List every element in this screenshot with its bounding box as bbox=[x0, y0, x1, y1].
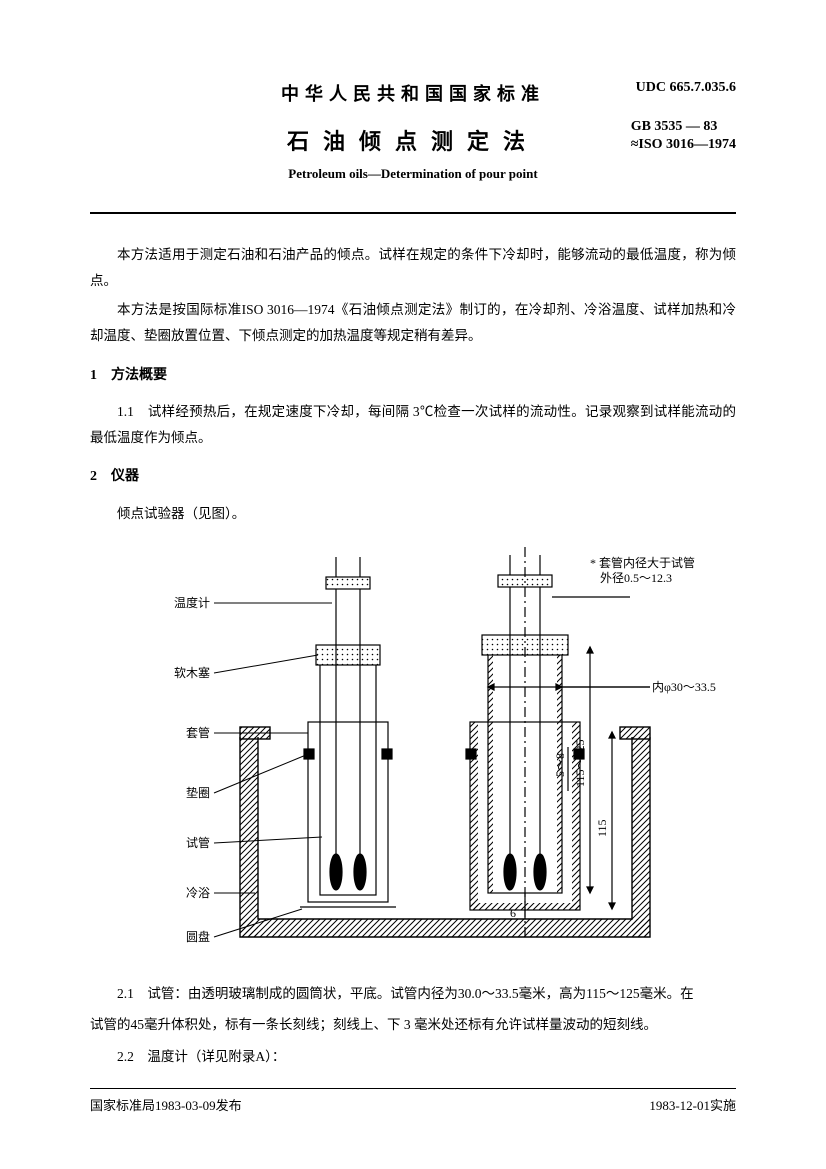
subtitle-english: Petroleum oils—Determination of pour poi… bbox=[90, 166, 736, 182]
header-rule bbox=[90, 212, 736, 214]
section-2-head: 2 仪器 bbox=[90, 464, 736, 491]
gb-codes: GB 3535 — 83 ≈ISO 3016—1974 bbox=[631, 118, 736, 154]
section-1-1: 1.1 试样经预热后，在规定速度下冷却，每间隔 3℃检查一次试样的流动性。记录观… bbox=[90, 399, 736, 450]
footer-rule bbox=[90, 1088, 736, 1089]
footer-left: 国家标准局1983-03-09发布 bbox=[90, 1095, 242, 1114]
note-top: * 套管内径大于试管 bbox=[590, 555, 695, 570]
udc-code: UDC 665.7.035.6 bbox=[636, 80, 736, 96]
apparatus-figure: 温度计 软木塞 套管 垫圈 试管 冷浴 圆盘 bbox=[90, 537, 736, 967]
footer: 国家标准局1983-03-09发布 1983-12-01实施 bbox=[90, 1095, 736, 1114]
section-2-2: 2.2 温度计（详见附录A）： bbox=[90, 1044, 736, 1070]
label-thermometer: 温度计 bbox=[174, 595, 210, 610]
gb-line2: ≈ISO 3016—1974 bbox=[631, 136, 736, 154]
note-top2: 外径0.5～12.3 bbox=[600, 571, 672, 585]
label-cork: 软木塞 bbox=[174, 665, 210, 680]
footer-right: 1983-12-01实施 bbox=[649, 1095, 736, 1114]
section-2-1b: 试管的45毫升体积处，标有一条长刻线；刻线上、下 3 毫米处还标有允许试样量波动… bbox=[90, 1012, 736, 1038]
label-disk: 圆盘 bbox=[186, 929, 210, 944]
label-sleeve: 套管 bbox=[186, 725, 210, 740]
label-bath: 冷浴 bbox=[186, 886, 210, 900]
section-2-intro: 倾点试验器（见图）。 bbox=[90, 501, 736, 527]
gb-line1: GB 3535 — 83 bbox=[631, 118, 736, 136]
dim-gap58: 5～8 bbox=[553, 753, 567, 777]
body-content: 本方法适用于测定石油和石油产品的倾点。试样在规定的条件下冷却时，能够流动的最低温… bbox=[90, 242, 736, 1070]
label-gasket: 垫圈 bbox=[186, 785, 210, 800]
dim-gap6: 6 bbox=[510, 906, 516, 920]
intro-p1: 本方法适用于测定石油和石油产品的倾点。试样在规定的条件下冷却时，能够流动的最低温… bbox=[90, 242, 736, 293]
section-2-1a: 2.1 试管：由透明玻璃制成的圆筒状，平底。试管内径为30.0～33.5毫米，高… bbox=[90, 981, 736, 1007]
document-header: 中华人民共和国国家标准 UDC 665.7.035.6 石油倾点测定法 GB 3… bbox=[90, 80, 736, 182]
label-tube: 试管 bbox=[186, 835, 210, 850]
intro-p2: 本方法是按国际标准ISO 3016—1974《石油倾点测定法》制订的，在冷却剂、… bbox=[90, 297, 736, 348]
dim-inner-dia: 内φ30～33.5 bbox=[652, 680, 716, 694]
dim-h-range: 115～125 bbox=[573, 739, 587, 787]
dim-h-115: 115 bbox=[595, 819, 609, 837]
section-1-head: 1 方法概要 bbox=[90, 363, 736, 390]
